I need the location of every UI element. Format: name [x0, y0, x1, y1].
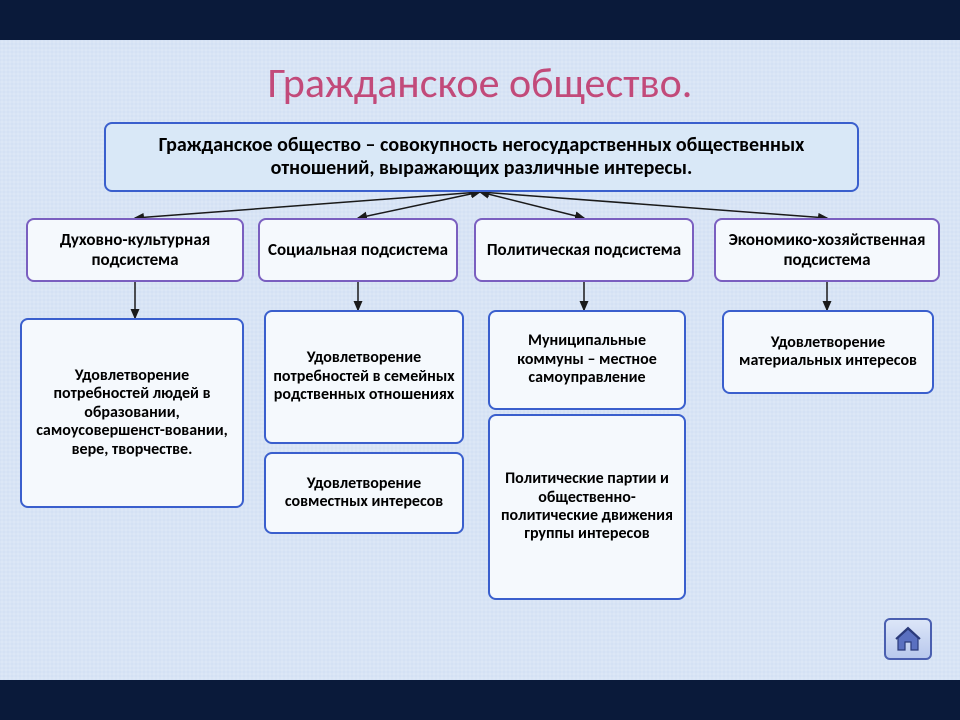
leaf-text: Удовлетворение совместных интересов: [272, 475, 456, 512]
home-icon: [894, 626, 922, 652]
subsystem-box-2: Социальная подсистема: [258, 218, 458, 282]
subsystem-label: Духовно-культурная подсистема: [34, 230, 236, 269]
subsystem-label: Социальная подсистема: [268, 240, 448, 260]
leaf-box-1: Удовлетворение потребностей людей в обра…: [20, 318, 244, 508]
leaf-text: Муниципальные коммуны – местное самоупра…: [496, 332, 678, 387]
subsystem-label: Политическая подсистема: [487, 240, 681, 260]
title-text: Гражданское общество.: [268, 58, 693, 109]
subsystem-box-1: Духовно-культурная подсистема: [26, 218, 244, 282]
leaf-text: Удовлетворение потребностей в семейных р…: [272, 349, 456, 404]
root-text: Гражданское общество – совокупность него…: [112, 134, 851, 180]
home-button[interactable]: [884, 618, 932, 660]
leaf-box-6: Удовлетворение материальных интересов: [722, 310, 934, 394]
leaf-text: Политические партии и общественно-полити…: [496, 470, 678, 544]
leaf-text: Удовлетворение материальных интересов: [730, 334, 926, 371]
subsystem-box-4: Экономико-хозяйственная подсистема: [714, 218, 940, 282]
leaf-text: Удовлетворение потребностей людей в обра…: [28, 367, 236, 459]
leaf-box-3: Удовлетворение совместных интересов: [264, 452, 464, 534]
leaf-box-2: Удовлетворение потребностей в семейных р…: [264, 310, 464, 444]
subsystem-label: Экономико-хозяйственная подсистема: [722, 230, 932, 269]
slide-title: Гражданское общество.: [0, 58, 960, 109]
subsystem-box-3: Политическая подсистема: [474, 218, 694, 282]
root-definition-box: Гражданское общество – совокупность него…: [104, 122, 859, 192]
leaf-box-5: Политические партии и общественно-полити…: [488, 414, 686, 600]
leaf-box-4: Муниципальные коммуны – местное самоупра…: [488, 310, 686, 410]
